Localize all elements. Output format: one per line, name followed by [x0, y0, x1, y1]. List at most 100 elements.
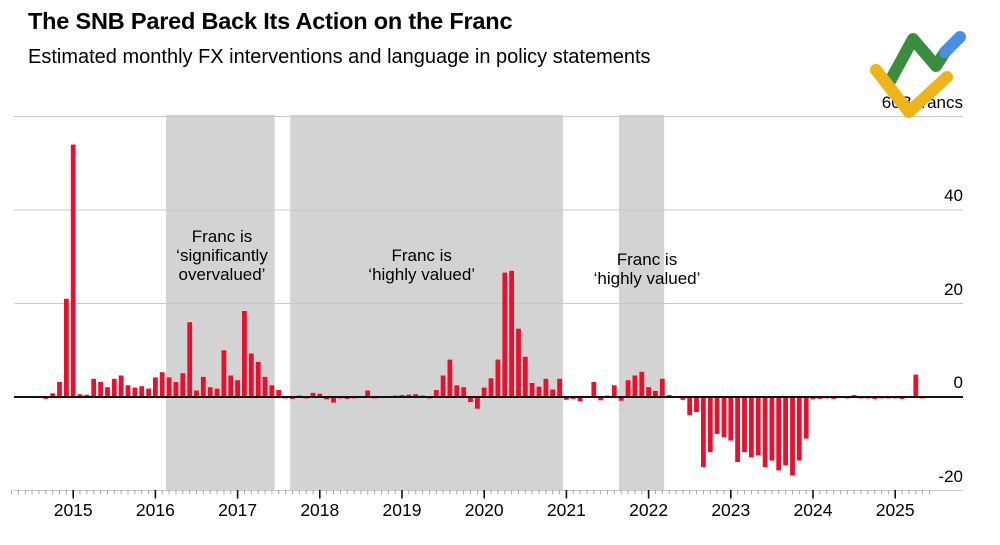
intervention-bar [707, 397, 713, 453]
intervention-bar [454, 385, 460, 397]
intervention-bar [365, 390, 371, 397]
intervention-bar [70, 144, 76, 397]
intervention-bar [235, 380, 240, 397]
intervention-bar [84, 394, 90, 397]
intervention-bar [646, 387, 651, 397]
y-axis-label: 20 [944, 279, 963, 299]
intervention-bar [118, 375, 124, 397]
y-axis-label: -20 [938, 466, 963, 486]
intervention-bar [166, 377, 172, 397]
intervention-bar [529, 383, 535, 397]
policy-period-band [619, 115, 665, 490]
intervention-bar [132, 387, 138, 397]
intervention-bar [714, 397, 720, 434]
intervention-bar [64, 298, 69, 397]
intervention-bar [262, 376, 268, 397]
intervention-bar [755, 397, 761, 456]
intervention-bar [742, 397, 747, 453]
intervention-bar [228, 375, 234, 397]
year-label: 2023 [711, 500, 751, 520]
year-label: 2022 [629, 500, 669, 520]
intervention-bar [591, 382, 597, 397]
intervention-bar [324, 397, 329, 400]
policy-period-band [290, 115, 564, 490]
intervention-bar [468, 397, 473, 403]
intervention-bar [433, 390, 439, 397]
intervention-bar [577, 397, 583, 402]
intervention-bar [536, 386, 542, 397]
chart-title: The SNB Pared Back Its Action on the Fra… [28, 8, 513, 34]
year-label: 2019 [382, 500, 422, 520]
intervention-bar [461, 387, 467, 397]
intervention-bar [598, 397, 604, 401]
year-label: 2025 [875, 500, 915, 520]
intervention-bar [125, 385, 131, 397]
intervention-bar [516, 328, 521, 397]
intervention-bar [653, 390, 658, 397]
policy-annotation-line: Franc is [616, 249, 678, 269]
intervention-bar [276, 390, 282, 397]
intervention-bar [557, 378, 562, 397]
intervention-bar [749, 397, 754, 458]
intervention-bar [564, 397, 569, 400]
intervention-bar [214, 388, 220, 397]
intervention-bar [762, 397, 768, 468]
intervention-bar [810, 397, 816, 400]
intervention-bar [639, 371, 645, 397]
intervention-bar [105, 387, 110, 397]
intervention-bar [440, 375, 446, 397]
intervention-bar [680, 397, 686, 400]
intervention-bar [776, 397, 782, 471]
intervention-bar [406, 394, 412, 397]
year-label: 2016 [135, 500, 175, 520]
intervention-bar [495, 359, 501, 397]
intervention-bar [783, 397, 788, 466]
y-axis-label: 40 [944, 186, 963, 205]
year-label: 2015 [53, 500, 93, 520]
intervention-bar [509, 270, 514, 397]
intervention-bar [632, 375, 638, 397]
intervention-bar [694, 397, 699, 412]
intervention-bar [248, 353, 254, 397]
intervention-bar [153, 377, 158, 397]
year-label: 2020 [464, 500, 504, 520]
year-label: 2021 [546, 500, 586, 520]
policy-annotation-line: Franc is [191, 226, 253, 246]
intervention-bar [242, 311, 247, 397]
intervention-bar [331, 397, 336, 403]
intervention-bar [50, 393, 56, 397]
intervention-bar [502, 272, 508, 397]
intervention-bar [91, 378, 97, 397]
intervention-bar [769, 397, 775, 461]
intervention-bar [803, 397, 809, 439]
logo-blue-stroke [939, 31, 966, 58]
policy-annotation-line: ‘highly valued’ [593, 268, 701, 288]
year-label: 2024 [793, 500, 833, 520]
intervention-bar [728, 397, 734, 441]
intervention-bar [221, 350, 227, 398]
intervention-bar [139, 386, 145, 397]
intervention-bar [481, 387, 487, 397]
logo-green-zigzag [883, 33, 951, 89]
intervention-bar [488, 378, 494, 397]
intervention-bar [625, 380, 631, 397]
intervention-bar [187, 322, 193, 397]
intervention-bar [194, 390, 199, 397]
intervention-bar [159, 372, 165, 397]
year-label: 2017 [218, 500, 258, 520]
y-axis-label: 0 [953, 373, 963, 392]
intervention-bar [98, 382, 103, 397]
policy-annotation: Franc is ‘highly valued’ [368, 246, 475, 284]
intervention-bar [721, 397, 727, 438]
intervention-bar [200, 376, 206, 397]
intervention-bar [522, 356, 528, 397]
year-label: 2018 [300, 500, 340, 520]
intervention-bar [796, 397, 802, 461]
policy-period-band [166, 115, 275, 490]
intervention-bar [146, 388, 151, 397]
intervention-bar [77, 394, 83, 397]
intervention-bar [790, 397, 795, 476]
litefinance-logo [870, 31, 966, 118]
intervention-bar [173, 382, 179, 397]
